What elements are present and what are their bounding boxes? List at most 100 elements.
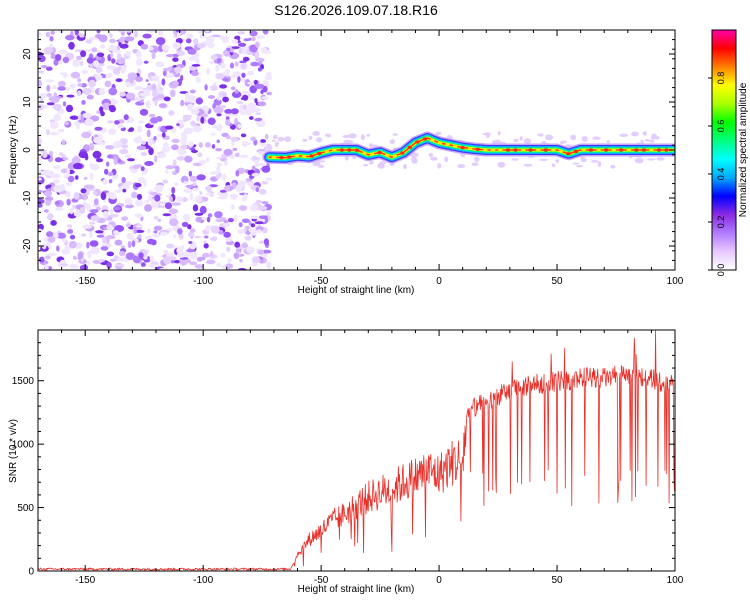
snr-x-ticks: -150 -100 -50 0 50 100 (37, 330, 684, 586)
noise-blob (98, 259, 105, 263)
noise-blob (80, 50, 87, 58)
colorbar-gradient (712, 30, 736, 270)
noise-blob (238, 205, 248, 211)
y-tick-label: 0 (22, 147, 33, 153)
noise-blob (209, 171, 219, 175)
ridge-hotspot (354, 148, 360, 152)
noise-blob (45, 199, 52, 206)
noise-blob (242, 56, 250, 62)
noise-blob (133, 97, 143, 101)
noise-blob (189, 94, 194, 99)
noise-blob (61, 248, 71, 255)
y-tick-label: 1000 (12, 440, 35, 451)
noise-blob (132, 255, 141, 264)
noise-blob (250, 136, 256, 142)
spectrogram-ylabel: Frequency (Hz) (8, 116, 19, 185)
noise-blob (112, 140, 123, 149)
halo-blob (348, 133, 357, 139)
noise-blob (193, 38, 199, 45)
noise-blob (81, 69, 89, 75)
noise-blob (125, 223, 132, 228)
noise-blob (234, 152, 240, 158)
noise-blob (204, 235, 209, 239)
noise-blob (169, 195, 173, 203)
x-tick-label: 100 (667, 575, 684, 586)
noise-blob (134, 213, 143, 219)
noise-blob (89, 230, 93, 238)
noise-blob (191, 64, 201, 67)
noise-blob (93, 136, 103, 144)
noise-blob (172, 159, 177, 167)
halo-blob (342, 134, 351, 139)
halo-blob (649, 139, 655, 143)
noise-blob (198, 159, 207, 165)
noise-blob (48, 173, 57, 177)
noise-blob (186, 33, 194, 39)
halo-blob (497, 161, 506, 168)
noise-blob (89, 246, 100, 255)
noise-blob (89, 221, 96, 225)
noise-blob (119, 43, 129, 49)
noise-blob (62, 157, 69, 161)
noise-blob (65, 34, 75, 41)
noise-blob (256, 119, 266, 128)
noise-blob (141, 140, 146, 145)
noise-blob (148, 113, 156, 118)
colorbar-label: Normalized spectral amplitude (738, 82, 749, 217)
ridge-hotspot (286, 155, 292, 159)
noise-blob (114, 49, 122, 54)
halo-blob (428, 152, 434, 158)
ridge-hotspot (566, 152, 571, 156)
noise-blob (241, 242, 248, 249)
halo-blob (312, 161, 321, 167)
noise-blob (114, 225, 125, 232)
noise-blob (215, 64, 220, 72)
noise-blob (125, 50, 132, 57)
halo-blob (317, 164, 325, 168)
noise-blob (86, 241, 90, 249)
noise-blob (172, 57, 179, 62)
noise-blob (89, 240, 99, 247)
noise-blob (105, 192, 112, 198)
noise-blob (69, 83, 76, 89)
noise-blob (136, 224, 144, 228)
noise-blob (46, 92, 53, 98)
halo-blob (474, 156, 480, 162)
noise-blob (250, 215, 259, 220)
ridge-hotspot (611, 148, 616, 152)
noise-blob (229, 193, 238, 199)
halo-blob (457, 164, 466, 169)
halo-blob (621, 134, 627, 137)
noise-blob (205, 192, 214, 196)
noise-blob (47, 212, 54, 221)
noise-blob (72, 255, 77, 260)
noise-blob (114, 189, 122, 193)
noise-blob (69, 263, 79, 269)
snr-frame (37, 329, 676, 572)
noise-blob (231, 46, 240, 49)
noise-blob (212, 236, 218, 242)
noise-blob (176, 123, 180, 127)
noise-blob (102, 178, 108, 185)
noise-blob (251, 36, 256, 42)
noise-blob (203, 240, 207, 244)
noise-blob (189, 175, 198, 182)
noise-blob (265, 143, 273, 152)
noise-blob (148, 194, 153, 202)
noise-blob (199, 191, 203, 195)
colorbar: 0.0 0.2 0.4 0.6 0.8 Normalized spectral ampl… (708, 29, 749, 276)
halo-blob (606, 140, 610, 144)
x-tick-label: -50 (314, 276, 329, 287)
noise-blob (195, 97, 203, 105)
noise-blob (261, 201, 269, 205)
noise-blob (62, 101, 67, 107)
noise-blob (174, 66, 182, 74)
noise-blob (73, 162, 83, 170)
x-tick-label: 0 (436, 575, 442, 586)
noise-blob (223, 219, 229, 224)
noise-blob (247, 81, 256, 85)
noise-blob (87, 250, 92, 259)
noise-blob (213, 82, 217, 87)
x-tick-label: -100 (193, 575, 213, 586)
noise-blob (257, 205, 268, 211)
